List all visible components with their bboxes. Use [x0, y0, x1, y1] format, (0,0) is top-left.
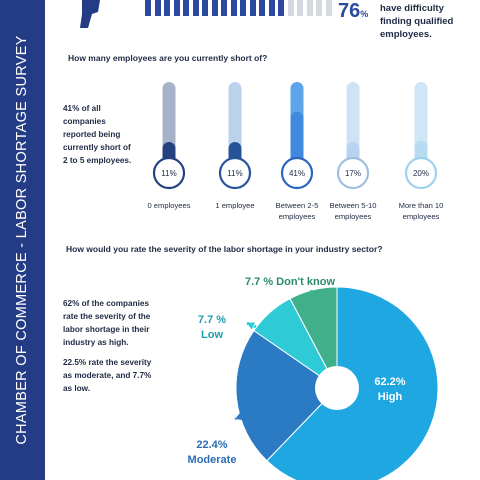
top-bar-segment	[287, 0, 294, 16]
top-statement-line: employees.	[380, 29, 432, 40]
severity-note-high: 62% of the companies rate the severity o…	[63, 297, 150, 349]
note-line: rate the severity of the	[63, 312, 151, 321]
note-line: 2 to 5 employees.	[63, 156, 132, 165]
note-line: as low.	[63, 384, 90, 393]
thermometer-value-label: 11%	[161, 169, 176, 178]
person-silhouette-icon	[80, 0, 100, 28]
thermometer-bulb	[280, 156, 314, 190]
top-bar-segment	[145, 0, 151, 16]
pie-leader-arrowhead	[235, 412, 243, 421]
top-bar-segment	[202, 0, 208, 16]
top-bar-segment	[316, 0, 322, 16]
pie-leader-arrowhead	[308, 290, 317, 298]
pie-leader-line	[309, 289, 318, 319]
pie-slice-label: 7.7 % Low	[182, 313, 242, 343]
top-statement-line: have difficulty	[380, 3, 444, 14]
question-employees-short: How many employees are you currently sho…	[68, 53, 268, 63]
top-bar-segment	[183, 0, 189, 16]
thermometer-value-label: 20%	[413, 169, 429, 178]
top-bar-segment	[325, 0, 332, 16]
pie-slice-label-line: 62.2%	[374, 376, 406, 388]
note-line: reported being	[63, 130, 121, 139]
thermometer-category-label: Between 2-5 employees	[275, 201, 319, 221]
top-percentage: 76%	[338, 0, 369, 22]
thermometer-value-label: 17%	[345, 169, 361, 178]
employees-short-note: 41% of all companies reported being curr…	[63, 102, 131, 167]
pie-slice-label-line: Moderate	[187, 454, 237, 466]
thermometer-bulb	[218, 156, 252, 190]
top-percentage-bars	[145, 0, 335, 16]
note-line: 41% of all	[63, 104, 101, 113]
top-statement: have difficulty finding qualified employ…	[380, 2, 453, 41]
severity-note-moderate-low: 22.5% rate the severity as moderate, and…	[63, 356, 151, 395]
pie-slice-label-line: High	[377, 391, 403, 403]
note-line: industry as high.	[63, 338, 129, 347]
top-bar-segment	[173, 0, 180, 16]
top-bar-segment	[259, 0, 265, 16]
top-bar-segment	[249, 0, 256, 16]
pie-slice-label: 62.2% High	[355, 375, 425, 405]
thermometer-chart: 11% 11% 41% 17% 20%	[152, 82, 438, 190]
top-bar-segment	[221, 0, 227, 16]
note-line: 22.5% rate the severity	[63, 358, 152, 367]
note-line: as moderate, and 7.7%	[63, 371, 152, 380]
note-line: 62% of the companies	[63, 299, 149, 308]
pie-leader-line	[246, 321, 297, 347]
thermometer-category-label: 1 employee	[215, 201, 255, 210]
thermometer-bulb	[152, 156, 186, 190]
top-bar-segment	[306, 0, 313, 16]
thermometer-fill	[290, 111, 304, 168]
top-statement-line: finding qualified	[380, 16, 454, 27]
thermometer-category-label: Between 5-10 employees	[329, 201, 377, 221]
note-line: companies	[63, 117, 106, 126]
top-bar-segment	[268, 0, 275, 16]
thermometer-category-label: More than 10 employees	[398, 201, 444, 221]
top-bar-segment	[297, 0, 303, 16]
thermometer-value-label: 41%	[289, 169, 305, 178]
thermometer-bulb	[404, 156, 438, 190]
top-bar-segment	[211, 0, 218, 16]
top-bar-segment	[230, 0, 237, 16]
pie-slice	[235, 330, 338, 462]
top-bar-segment	[240, 0, 246, 16]
pie-leader-arrowhead	[247, 322, 256, 330]
pie-slice-label-line: 7.7 %	[197, 314, 227, 326]
top-bar-segment	[164, 0, 170, 16]
thermometer-category-label: 0 employees	[147, 201, 191, 210]
pie-slice-label-line: Low	[201, 329, 223, 341]
pie-slice-label-line: 7.7 % Don't know	[244, 276, 335, 288]
note-line: currently short of	[63, 143, 131, 152]
pie-slice-label: 7.7 % Don't know	[230, 275, 350, 290]
pie-center-hole	[315, 366, 359, 410]
top-bar-segment	[192, 0, 199, 16]
pie-slice-label: 22.4% Moderate	[172, 438, 252, 468]
top-bar-segment	[278, 0, 284, 16]
sidebar: CHAMBER OF COMMERCE - LABOR SHORTAGE SUR…	[0, 0, 45, 480]
top-bar-segment	[154, 0, 161, 16]
note-line: labor shortage in their	[63, 325, 150, 334]
thermometer-value-label: 11%	[227, 169, 242, 178]
question-severity: How would you rate the severity of the l…	[66, 244, 383, 254]
pie-slice-label-line: 22.4%	[196, 439, 228, 451]
thermometer-bulb	[336, 156, 370, 190]
